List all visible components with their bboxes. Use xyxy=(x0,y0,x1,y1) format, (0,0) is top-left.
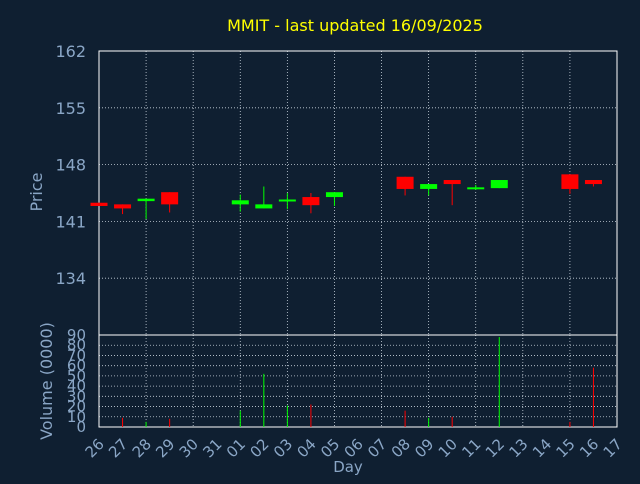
candle-body xyxy=(584,180,602,185)
x-tick-label: 15 xyxy=(553,435,579,461)
price-tick-label: 148 xyxy=(55,156,86,175)
candle-body xyxy=(443,180,461,185)
volume-tick-label: 70 xyxy=(67,346,86,364)
candle-body xyxy=(231,200,249,205)
candle-body xyxy=(90,202,108,206)
volume-tick-label: 50 xyxy=(67,367,86,385)
x-axis-label: Day xyxy=(333,458,363,476)
price-tick-label: 162 xyxy=(55,42,86,61)
volume-tick-label: 40 xyxy=(67,377,86,395)
candle-body xyxy=(490,180,508,189)
x-tick-label: 31 xyxy=(199,435,225,461)
volume-axis-label: Volume (0000) xyxy=(37,322,56,440)
volume-tick-label: 0 xyxy=(76,418,86,436)
x-tick-label: 26 xyxy=(82,435,108,461)
x-tick-label: 17 xyxy=(600,435,626,461)
volume-panel-frame xyxy=(98,334,618,428)
volume-tick-label: 60 xyxy=(67,357,86,375)
candle-body xyxy=(278,199,296,202)
candle-body xyxy=(561,174,579,189)
x-tick-label: 30 xyxy=(176,435,202,461)
volume-tick-label: 90 xyxy=(67,326,86,344)
x-tick-label: 09 xyxy=(411,435,437,461)
volume-tick-label: 80 xyxy=(67,336,86,354)
volume-tick-label: 10 xyxy=(67,408,86,426)
price-axis-label: Price xyxy=(27,172,46,211)
x-tick-label: 29 xyxy=(152,435,178,461)
price-tick-label: 134 xyxy=(55,269,86,288)
candle-body xyxy=(137,198,155,202)
volume-tick-label: 20 xyxy=(67,398,86,416)
x-tick-label: 10 xyxy=(435,435,461,461)
x-tick-label: 07 xyxy=(364,435,390,461)
x-axis-ticks: 2627282930310102030405060708091011121314… xyxy=(82,435,626,461)
candle-body xyxy=(255,204,273,209)
x-tick-label: 11 xyxy=(458,435,484,461)
candle-body xyxy=(114,204,132,209)
chart-title: MMIT - last updated 16/09/2025 xyxy=(227,16,483,35)
candle-body xyxy=(467,187,485,190)
price-panel: 134 141 148 155 162 xyxy=(55,42,618,336)
volume-tick-label: 30 xyxy=(67,387,86,405)
x-tick-label: 27 xyxy=(105,435,131,461)
candle-body xyxy=(325,192,343,198)
x-tick-label: 13 xyxy=(505,435,531,461)
x-tick-label: 28 xyxy=(129,435,155,461)
price-tick-label: 155 xyxy=(55,99,86,118)
x-tick-label: 16 xyxy=(576,435,602,461)
candle-body xyxy=(396,176,414,189)
price-tick-label: 141 xyxy=(55,212,86,231)
candle-body xyxy=(302,197,320,206)
x-tick-label: 04 xyxy=(294,435,320,461)
x-tick-label: 01 xyxy=(223,435,249,461)
candle-body xyxy=(420,184,438,189)
x-tick-label: 08 xyxy=(388,435,414,461)
x-tick-label: 02 xyxy=(246,435,272,461)
x-tick-label: 03 xyxy=(270,435,296,461)
candle-body xyxy=(161,192,179,205)
x-tick-label: 14 xyxy=(529,435,555,461)
x-tick-label: 12 xyxy=(482,435,508,461)
